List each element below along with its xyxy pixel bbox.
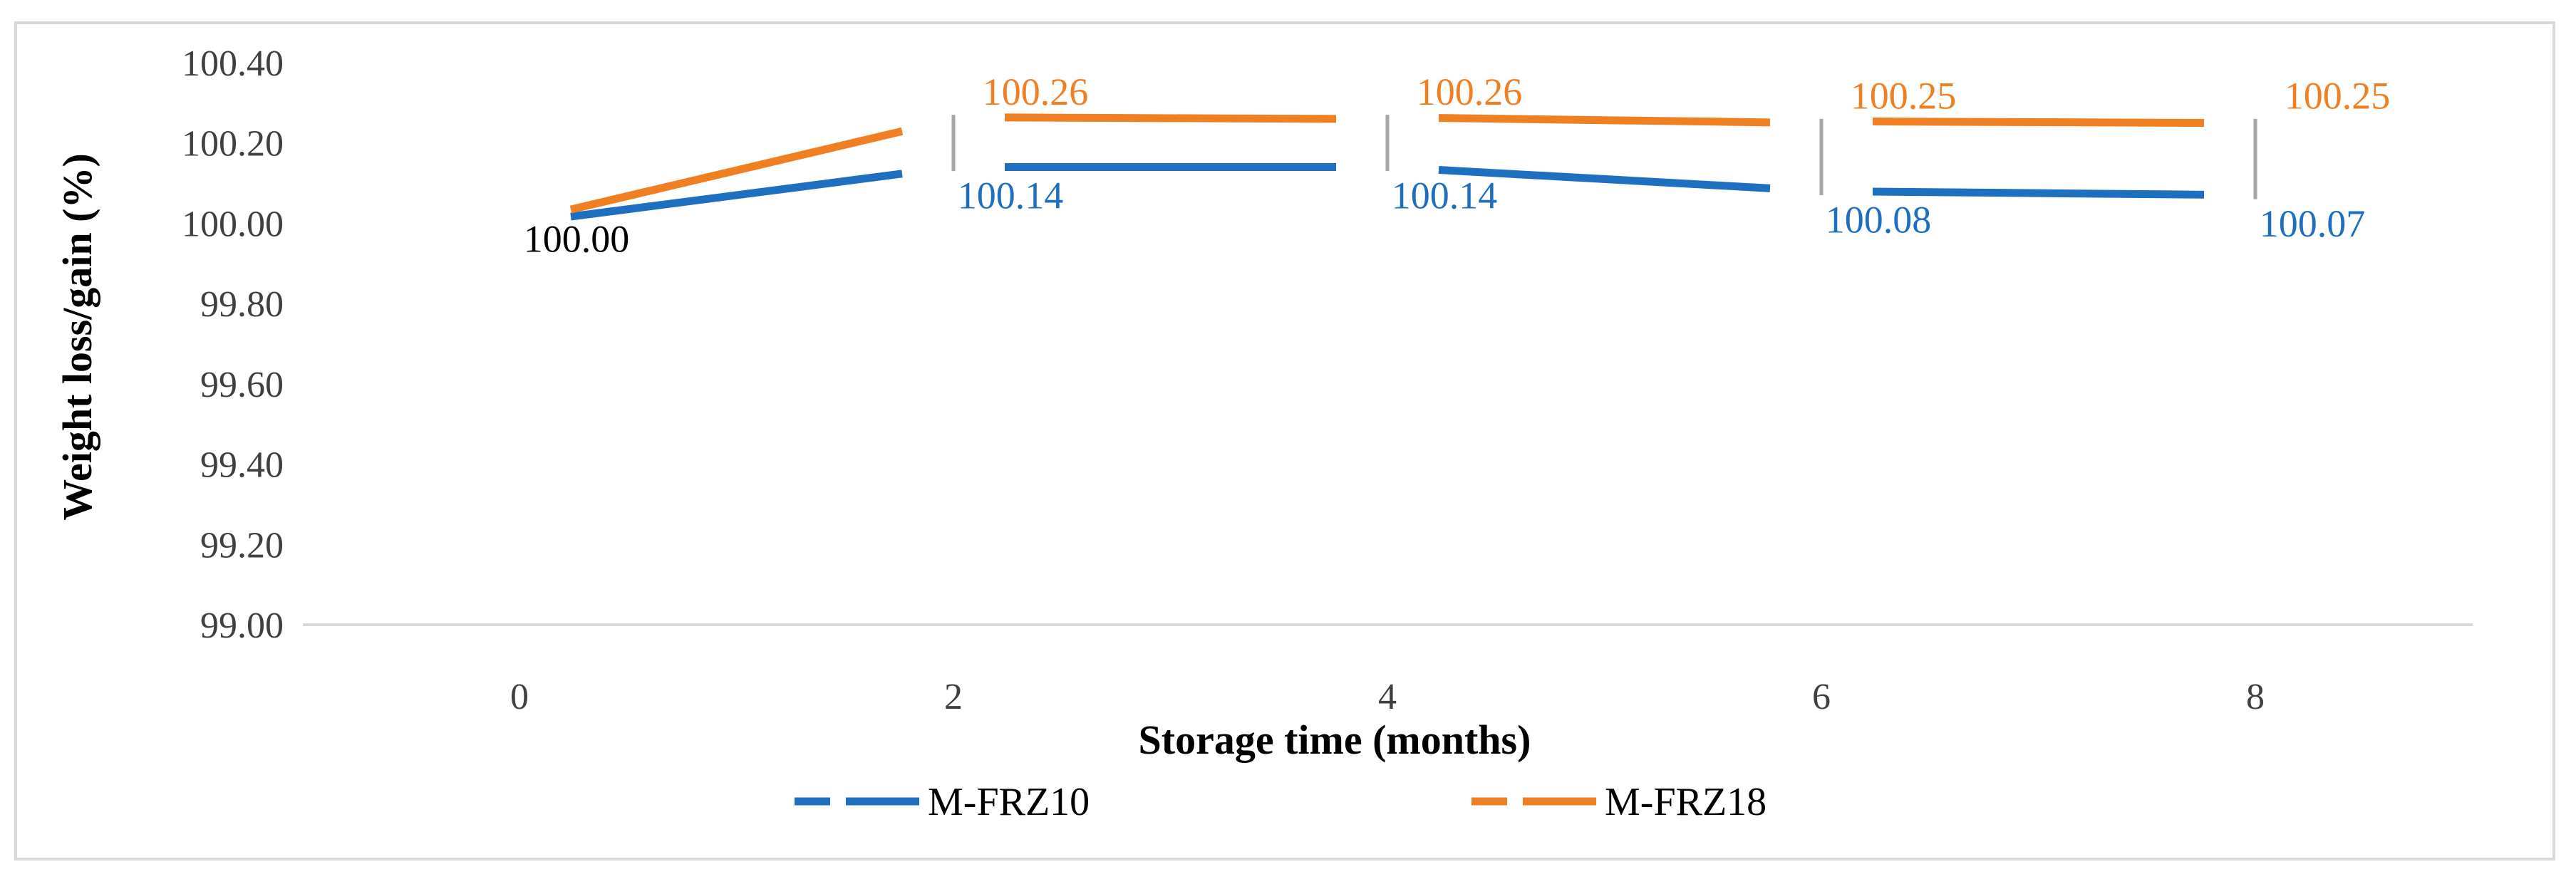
y-tick-label: 99.60 bbox=[200, 365, 284, 405]
data-label-m-frz18: 100.26 bbox=[983, 71, 1089, 113]
y-tick-label: 99.40 bbox=[200, 445, 284, 486]
series-segment-m-frz18 bbox=[1872, 118, 2205, 128]
x-tick-label: 8 bbox=[2246, 677, 2265, 717]
data-label-m-frz18: 100.25 bbox=[2285, 75, 2391, 118]
series-segment-m-frz10 bbox=[570, 170, 903, 221]
x-tick-label: 4 bbox=[1378, 677, 1397, 717]
x-tick-label: 2 bbox=[944, 677, 963, 717]
data-label-m-frz18: 100.25 bbox=[1851, 75, 1957, 118]
data-label-m-frz10: 100.00 bbox=[524, 217, 630, 260]
legend: M-FRZ10 M-FRZ18 bbox=[795, 780, 1767, 824]
data-label-m-frz10: 100.07 bbox=[2260, 202, 2366, 245]
y-axis-title: Weight loss/gain (%) bbox=[54, 153, 100, 521]
y-tick-label: 99.80 bbox=[200, 284, 284, 325]
y-tick-label: 100.20 bbox=[182, 124, 284, 165]
series-segment-m-frz18 bbox=[1004, 113, 1337, 123]
y-axis-ticks: 99.00 99.20 99.40 99.60 99.80 100.00 100.20 100… bbox=[182, 43, 284, 646]
legend-item-m-frz18: M-FRZ18 bbox=[1471, 780, 1767, 824]
legend-item-m-frz10: M-FRZ10 bbox=[795, 780, 1090, 824]
legend-label-m-frz18: M-FRZ18 bbox=[1605, 780, 1767, 824]
data-label-m-frz10: 100.14 bbox=[1392, 175, 1498, 217]
series-segment-m-frz18 bbox=[1438, 114, 1771, 127]
x-tick-label: 0 bbox=[510, 677, 529, 717]
series-lines bbox=[569, 113, 2205, 221]
y-tick-label: 99.20 bbox=[200, 525, 284, 566]
x-axis-ticks: 0 2 4 6 8 bbox=[510, 677, 2265, 717]
x-tick-label: 6 bbox=[1812, 677, 1831, 717]
x-axis-title: Storage time (months) bbox=[1139, 717, 1531, 763]
series-segment-m-frz18 bbox=[569, 127, 904, 214]
chart-frame bbox=[14, 21, 2555, 861]
y-tick-label: 99.00 bbox=[200, 605, 284, 646]
data-label-m-frz18: 100.26 bbox=[1417, 71, 1523, 113]
data-label-m-frz10: 100.08 bbox=[1826, 198, 1932, 241]
legend-label-m-frz10: M-FRZ10 bbox=[928, 780, 1090, 824]
series-segment-m-frz10 bbox=[1438, 166, 1771, 192]
data-label-m-frz10: 100.14 bbox=[958, 175, 1064, 217]
error-bars bbox=[951, 115, 2257, 199]
data-labels: 100.00 100.14 100.14 100.08 100.07 100.26 100.… bbox=[524, 71, 2391, 261]
y-tick-label: 100.40 bbox=[182, 43, 284, 84]
y-tick-label: 100.00 bbox=[182, 204, 284, 244]
series-segment-m-frz10 bbox=[1872, 187, 2205, 199]
